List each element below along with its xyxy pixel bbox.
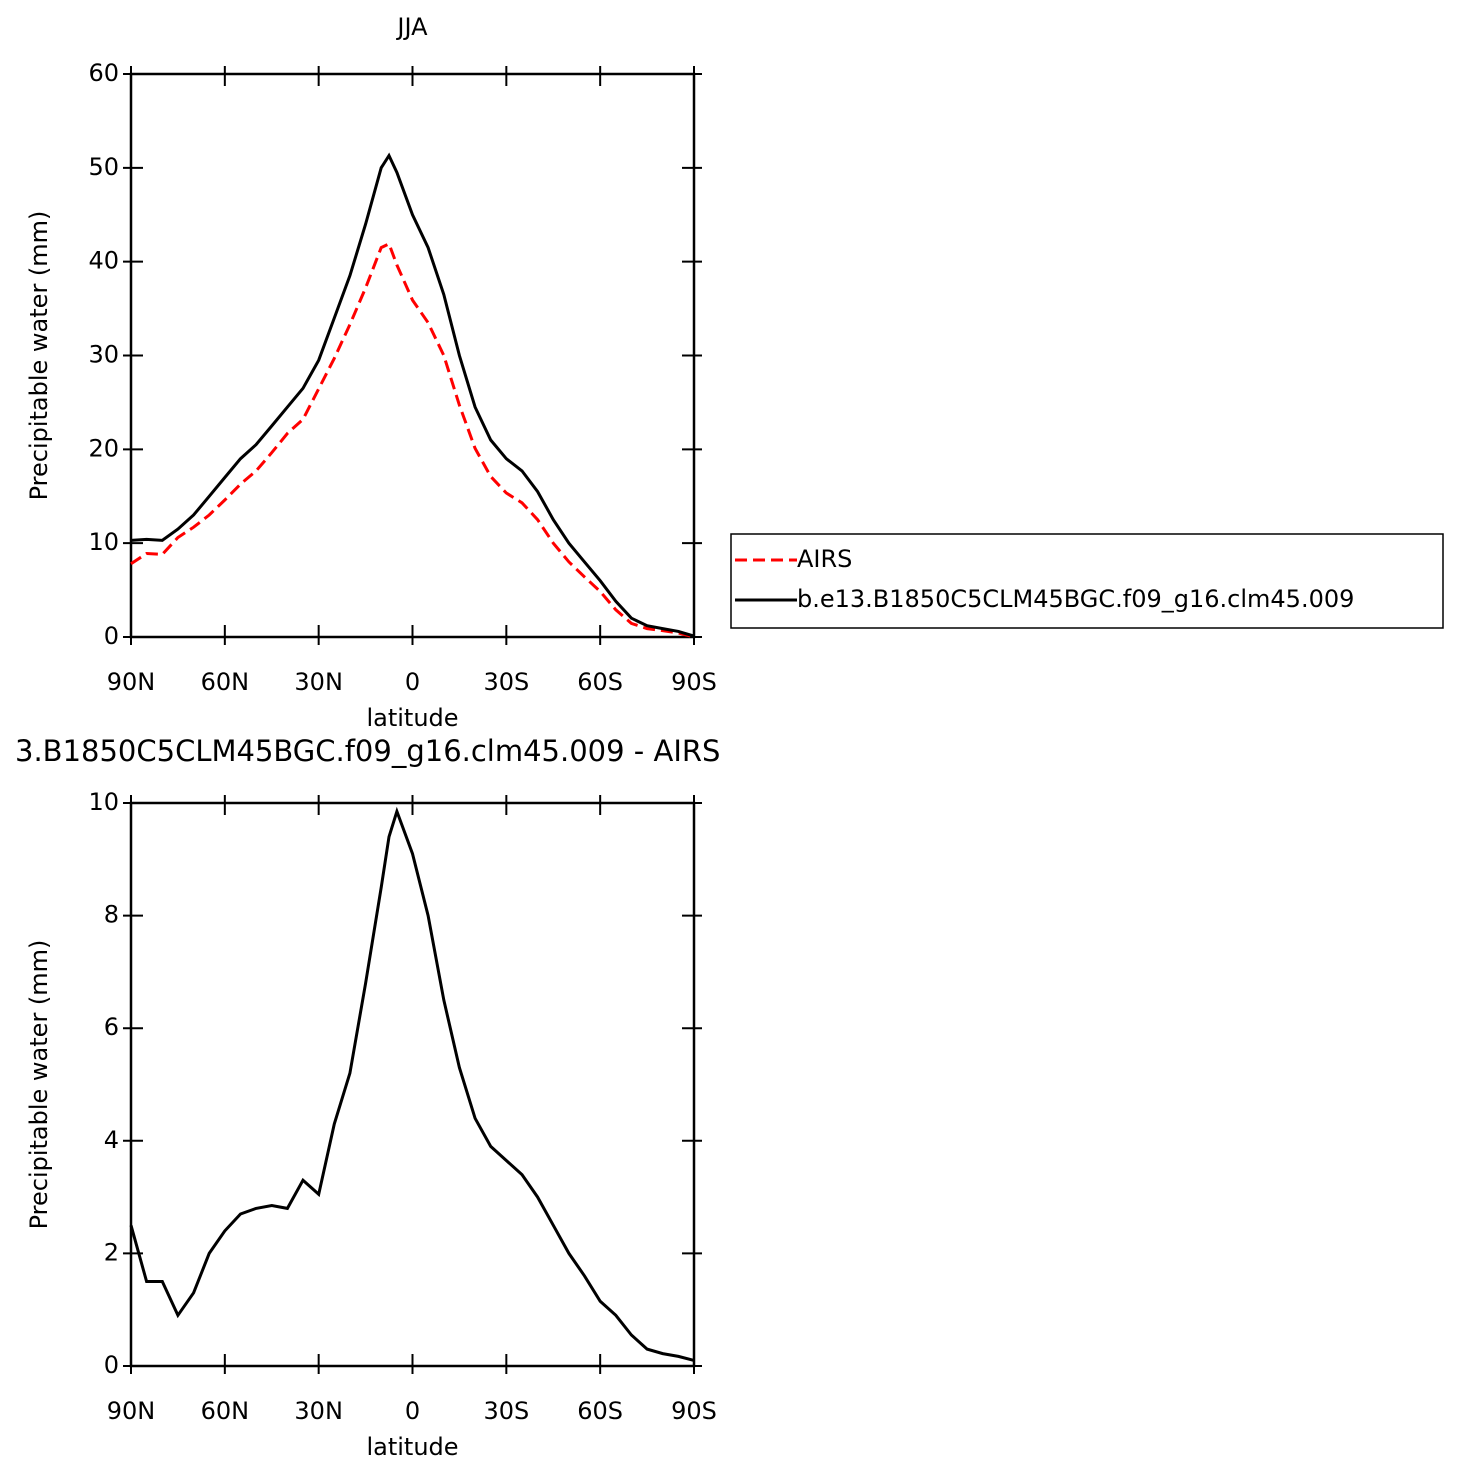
data-line: [130, 241, 695, 639]
x-axis-label: latitude: [366, 1433, 458, 1461]
y-tick-label: 60: [88, 59, 119, 87]
x-tick-label: 60S: [577, 1397, 623, 1425]
y-tick-label: 10: [88, 528, 119, 556]
y-axis-label: Precipitable water (mm): [25, 211, 53, 501]
legend-label: b.e13.B1850C5CLM45BGC.f09_g16.clm45.009: [797, 585, 1354, 613]
legend-box: [730, 533, 1444, 629]
x-tick-label: 30S: [483, 668, 529, 696]
chart-title: 3.B1850C5CLM45BGC.f09_g16.clm45.009 - AI…: [15, 734, 720, 768]
x-axis-label: latitude: [366, 704, 458, 732]
x-tick-label: 0: [405, 668, 420, 696]
y-axis-label: Precipitable water (mm): [25, 940, 53, 1230]
y-tick-label: 2: [104, 1238, 119, 1266]
data-line: [130, 152, 695, 638]
x-tick-label: 60N: [201, 1397, 250, 1425]
plot-frame: [129, 801, 696, 1368]
y-tick-label: 10: [88, 788, 119, 816]
x-tick-label: 30N: [294, 668, 343, 696]
y-tick-label: 50: [88, 153, 119, 181]
y-tick-label: 30: [88, 341, 119, 369]
y-tick-label: 8: [104, 901, 119, 929]
y-tick-label: 6: [104, 1013, 119, 1041]
x-tick-label: 90S: [671, 1397, 717, 1425]
legend-label: AIRS: [797, 545, 852, 573]
x-tick-label: 90N: [107, 1397, 156, 1425]
x-tick-label: 30S: [483, 1397, 529, 1425]
y-tick-label: 0: [104, 622, 119, 650]
y-tick-label: 40: [88, 247, 119, 275]
x-tick-label: 60S: [577, 668, 623, 696]
chart-title: JJA: [395, 13, 428, 41]
y-tick-label: 0: [104, 1351, 119, 1379]
y-tick-label: 4: [104, 1126, 119, 1154]
data-line: [129, 806, 695, 1362]
x-tick-label: 0: [405, 1397, 420, 1425]
x-tick-label: 30N: [294, 1397, 343, 1425]
x-tick-label: 60N: [201, 668, 250, 696]
plot-frame: [129, 72, 696, 639]
x-tick-label: 90S: [671, 668, 717, 696]
y-tick-label: 20: [88, 434, 119, 462]
x-tick-label: 90N: [107, 668, 156, 696]
